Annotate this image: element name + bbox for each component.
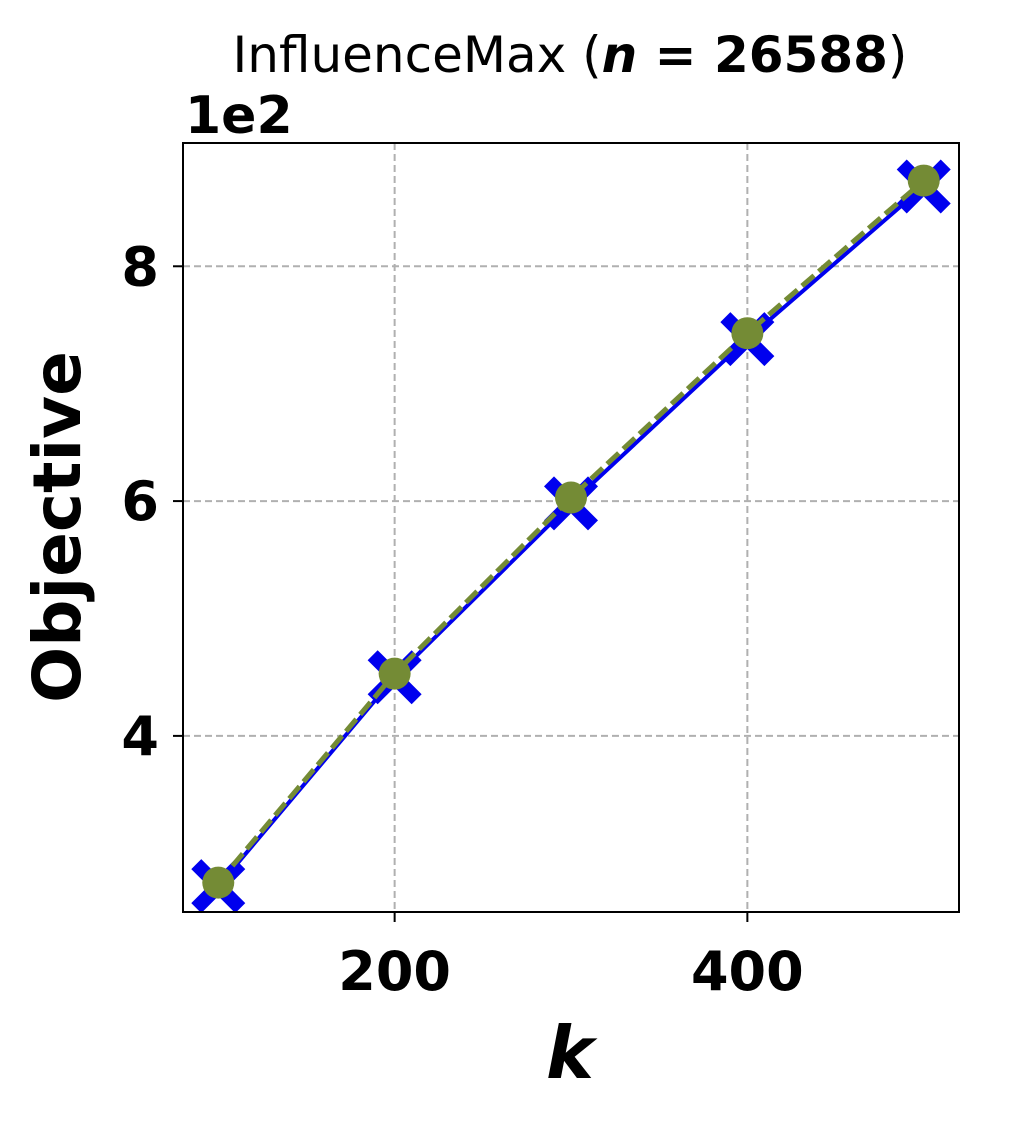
y-tick-label: 6 bbox=[121, 470, 159, 533]
series-2-marker bbox=[731, 317, 764, 350]
y-tick-label: 8 bbox=[121, 235, 159, 298]
series-2-marker bbox=[378, 657, 411, 690]
x-tick-label: 400 bbox=[691, 940, 804, 1003]
series-2-marker bbox=[907, 164, 940, 197]
series-2-marker bbox=[555, 481, 587, 514]
y-offset-label: 1e2 bbox=[185, 86, 293, 146]
x-tick-label: 200 bbox=[338, 940, 451, 1003]
y-tick-label: 4 bbox=[121, 705, 159, 768]
y-axis-label: Objective bbox=[19, 351, 96, 703]
chart-title-prefix: InfluenceMax ( bbox=[233, 26, 602, 84]
chart-title-var: n bbox=[602, 26, 638, 84]
chart-title-close: ) bbox=[888, 26, 908, 84]
chart-title-value: 26588 bbox=[714, 26, 888, 84]
series-line-1 bbox=[216, 184, 926, 888]
x-axis-label: k bbox=[546, 1011, 598, 1095]
ticks: 200 400 4 6 8 bbox=[121, 235, 803, 1003]
series-layer bbox=[191, 159, 951, 914]
plot-frame bbox=[182, 142, 960, 913]
chart-title: InfluenceMax (n = 26588) bbox=[233, 26, 908, 84]
series-2-marker bbox=[202, 866, 235, 899]
series-line-2 bbox=[216, 178, 926, 885]
chart-title-eq: = bbox=[637, 26, 714, 84]
